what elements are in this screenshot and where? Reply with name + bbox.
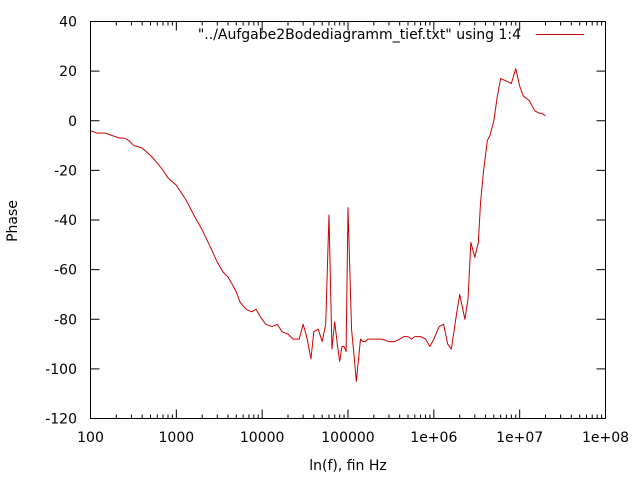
y-tick-marks <box>90 21 606 419</box>
x-tick-label: 1e+08 <box>582 430 629 446</box>
y-tick-label: -120 <box>45 412 77 428</box>
x-tick-label: 100000 <box>321 430 374 446</box>
x-tick-label: 1000 <box>159 430 195 446</box>
x-axis-label: ln(f), fin Hz <box>309 458 387 474</box>
y-tick-label: -20 <box>54 163 77 179</box>
y-tick-label: 0 <box>68 114 77 130</box>
y-axis-label: Phase <box>5 200 21 242</box>
y-tick-labels: -120 -100 -80 -60 -40 -20 0 20 40 <box>45 15 77 428</box>
y-tick-label: -40 <box>54 213 77 229</box>
x-tick-labels: 100 1000 10000 100000 1e+06 1e+07 1e+08 <box>77 430 629 446</box>
y-tick-label: -60 <box>54 263 77 279</box>
phase-series-line <box>90 68 546 382</box>
y-tick-label: 20 <box>59 64 77 80</box>
y-tick-label: -80 <box>54 312 77 328</box>
x-tick-label: 100 <box>77 430 104 446</box>
legend-label: "../Aufgabe2Bodediagramm_tief.txt" using… <box>198 27 521 43</box>
x-tick-label: 1e+07 <box>496 430 543 446</box>
x-tick-label: 10000 <box>240 430 285 446</box>
x-tick-label: 1e+06 <box>410 430 457 446</box>
y-tick-label: -100 <box>45 362 77 378</box>
y-tick-label: 40 <box>59 15 77 31</box>
legend: "../Aufgabe2Bodediagramm_tief.txt" using… <box>198 27 584 43</box>
x-tick-marks <box>90 21 606 419</box>
